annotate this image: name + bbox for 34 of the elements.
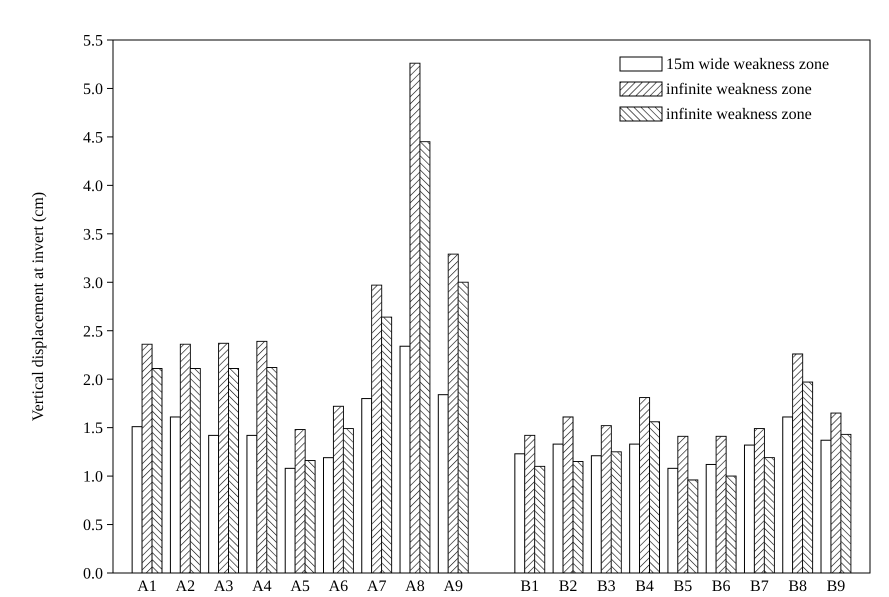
y-tick-label: 1.0 [83,468,103,486]
y-tick-label: 3.0 [83,274,103,292]
x-tick-label: A2 [176,578,196,595]
y-tick-label: 2.0 [83,372,103,389]
y-tick-label: 1.5 [83,420,103,438]
y-tick-label: 4.5 [83,130,103,147]
x-tick-label: A3 [214,578,234,595]
x-tick-label: B9 [826,578,846,595]
x-tick-label: B1 [520,578,540,595]
legend-label: infinite weakness zone [666,106,812,123]
y-tick-label: 5.0 [83,81,103,98]
x-tick-label: B8 [788,578,808,595]
x-tick-label: B5 [674,578,692,595]
y-tick-label: 0.0 [83,566,103,583]
x-tick-label: A5 [290,578,310,595]
x-tick-label: A4 [252,578,272,595]
y-tick-label: 4.0 [83,178,103,195]
legend-label: infinite weakness zone [666,81,812,98]
x-tick-label: B2 [558,578,578,595]
legend-label: 15m wide weakness zone [666,56,830,73]
x-tick-label: B6 [712,578,730,595]
x-tick-label: A1 [137,578,157,595]
x-tick-label: A9 [443,578,464,595]
y-tick-label: 5.5 [83,32,103,50]
x-tick-label: B3 [596,578,616,595]
y-tick-label: 0.5 [83,517,103,534]
y-axis-title: Vertical displacement at invert (cm) [30,192,47,422]
x-tick-label: B7 [750,578,769,595]
y-tick-label: 3.5 [83,226,103,244]
x-tick-label: A8 [405,578,425,595]
y-tick-label: 2.5 [83,323,103,340]
x-tick-label: A7 [366,578,386,595]
x-tick-label: A6 [328,578,348,595]
x-tick-label: B4 [635,578,654,595]
